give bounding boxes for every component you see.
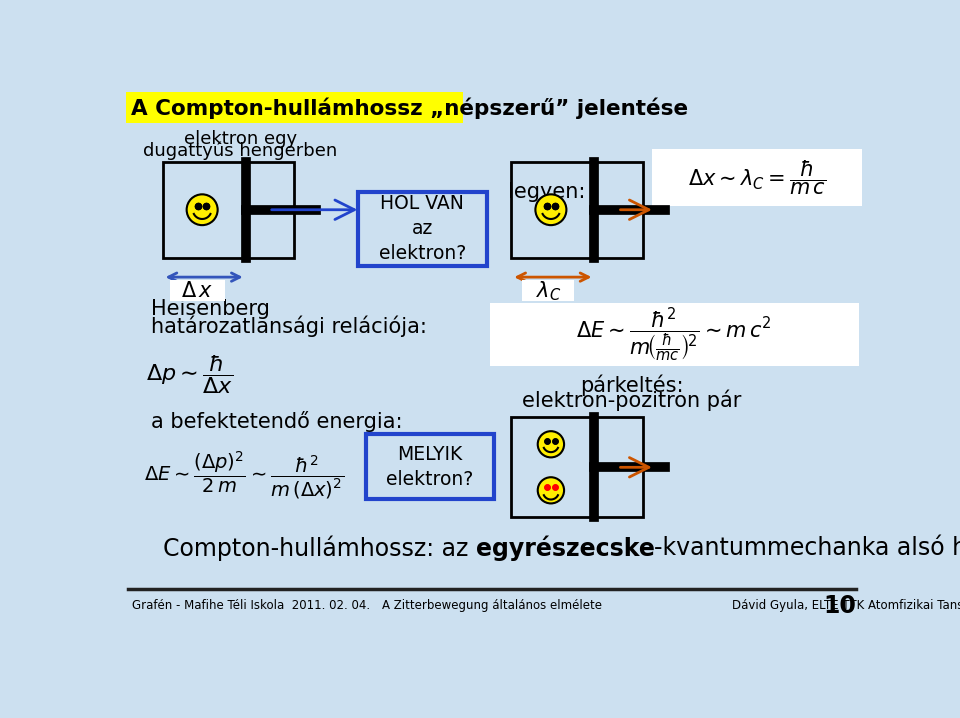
FancyBboxPatch shape [490, 303, 858, 365]
Text: Dávid Gyula, ELTE TTK Atomfizikai Tanszék: Dávid Gyula, ELTE TTK Atomfizikai Tanszé… [732, 600, 960, 612]
Text: a befektetendő energia:: a befektetendő energia: [151, 411, 402, 432]
Circle shape [538, 477, 564, 503]
Text: elektron-pozitron pár: elektron-pozitron pár [522, 390, 741, 411]
Text: 10: 10 [824, 594, 856, 618]
Text: dugattyús hengerben: dugattyús hengerben [143, 141, 337, 160]
Text: Grafén - Mafihe Téli Iskola  2011. 02. 04.: Grafén - Mafihe Téli Iskola 2011. 02. 04… [132, 600, 370, 612]
Text: A Zitterbewegung általános elmélete: A Zitterbewegung általános elmélete [382, 600, 602, 612]
Text: $\lambda_C$: $\lambda_C$ [536, 279, 562, 303]
FancyBboxPatch shape [366, 434, 494, 499]
Text: $\Delta p \sim \dfrac{\hbar}{\Delta x}$: $\Delta p \sim \dfrac{\hbar}{\Delta x}$ [146, 353, 233, 396]
Text: MELYIK
elektron?: MELYIK elektron? [386, 444, 473, 488]
Circle shape [538, 432, 564, 457]
Text: párkeltés:: párkeltés: [580, 374, 684, 396]
Bar [512, 417, 643, 518]
Bar [512, 162, 643, 258]
Text: -kvantummechanka alsó határa: -kvantummechanka alsó határa [655, 536, 960, 560]
Text: $\Delta x \sim \lambda_C = \dfrac{\hbar}{m\,c}$: $\Delta x \sim \lambda_C = \dfrac{\hbar}… [688, 159, 827, 197]
Text: $\Delta\, x$: $\Delta\, x$ [181, 281, 214, 301]
Text: Compton-hullámhossz: az: Compton-hullámhossz: az [162, 536, 475, 561]
Text: határozatlansági relációja:: határozatlansági relációja: [151, 316, 427, 337]
Text: egyrészecske: egyrészecske [475, 536, 655, 561]
FancyBboxPatch shape [170, 280, 226, 301]
Text: $\Delta E \sim \dfrac{(\Delta p)^2}{2\,m} \sim \dfrac{\hbar^2}{m\,(\Delta x)^2}$: $\Delta E \sim \dfrac{(\Delta p)^2}{2\,m… [144, 449, 344, 500]
Bar [162, 162, 295, 258]
Circle shape [186, 195, 218, 225]
FancyBboxPatch shape [126, 93, 464, 123]
FancyBboxPatch shape [522, 280, 574, 301]
Text: A Compton-hullámhossz „népszerű” jelentése: A Compton-hullámhossz „népszerű” jelenté… [131, 98, 688, 119]
FancyBboxPatch shape [653, 149, 862, 206]
FancyBboxPatch shape [358, 192, 487, 266]
Text: Heisenberg: Heisenberg [151, 299, 270, 320]
Text: $\Delta E \sim \dfrac{\hbar^2}{m\!\left(\frac{\hbar}{mc}\right)^{\!2}} \sim m\,c: $\Delta E \sim \dfrac{\hbar^2}{m\!\left(… [576, 306, 772, 363]
Text: HOL VAN
az
elektron?: HOL VAN az elektron? [378, 194, 466, 263]
Text: elektron egy: elektron egy [183, 129, 297, 147]
Circle shape [536, 195, 566, 225]
Text: legyen:: legyen: [508, 182, 585, 202]
